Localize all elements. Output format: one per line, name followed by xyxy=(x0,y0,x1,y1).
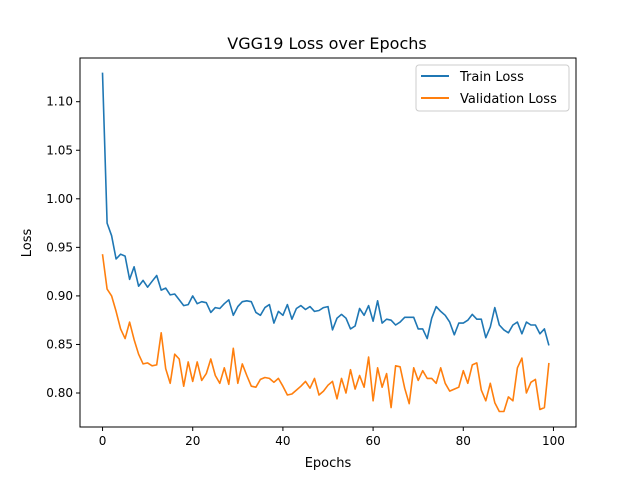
x-tick-label: 20 xyxy=(185,434,200,448)
y-tick-label: 1.00 xyxy=(46,192,73,206)
plot-area xyxy=(101,72,550,413)
legend-label-train-loss: Train Loss xyxy=(459,70,524,85)
x-tick-label: 100 xyxy=(542,434,565,448)
y-axis: 0.80 0.85 0.90 0.95 1.00 1.05 1.10 xyxy=(46,95,80,400)
x-tick-label: 40 xyxy=(275,434,290,448)
y-tick-label: 0.85 xyxy=(46,337,73,351)
legend-box xyxy=(415,64,570,112)
y-tick-label: 0.80 xyxy=(46,386,73,400)
series-line-train-loss xyxy=(101,72,550,346)
y-tick-label: 1.05 xyxy=(46,143,73,157)
x-tick-label: 60 xyxy=(365,434,380,448)
chart-title: VGG19 Loss over Epochs xyxy=(227,34,426,53)
x-tick-label: 80 xyxy=(456,434,471,448)
series-line-validation-loss xyxy=(101,254,550,413)
y-tick-label: 0.90 xyxy=(46,289,73,303)
y-axis-label: Loss xyxy=(20,229,35,258)
x-tick-label: 0 xyxy=(99,434,107,448)
x-axis-label: Epochs xyxy=(305,456,352,471)
y-tick-label: 1.10 xyxy=(46,95,73,109)
legend: Train Loss Validation Loss xyxy=(415,64,570,112)
x-axis: 0 20 40 60 80 100 xyxy=(99,427,565,448)
legend-label-validation-loss: Validation Loss xyxy=(460,92,557,107)
y-tick-label: 0.95 xyxy=(46,240,73,254)
axes-frame xyxy=(79,57,577,428)
